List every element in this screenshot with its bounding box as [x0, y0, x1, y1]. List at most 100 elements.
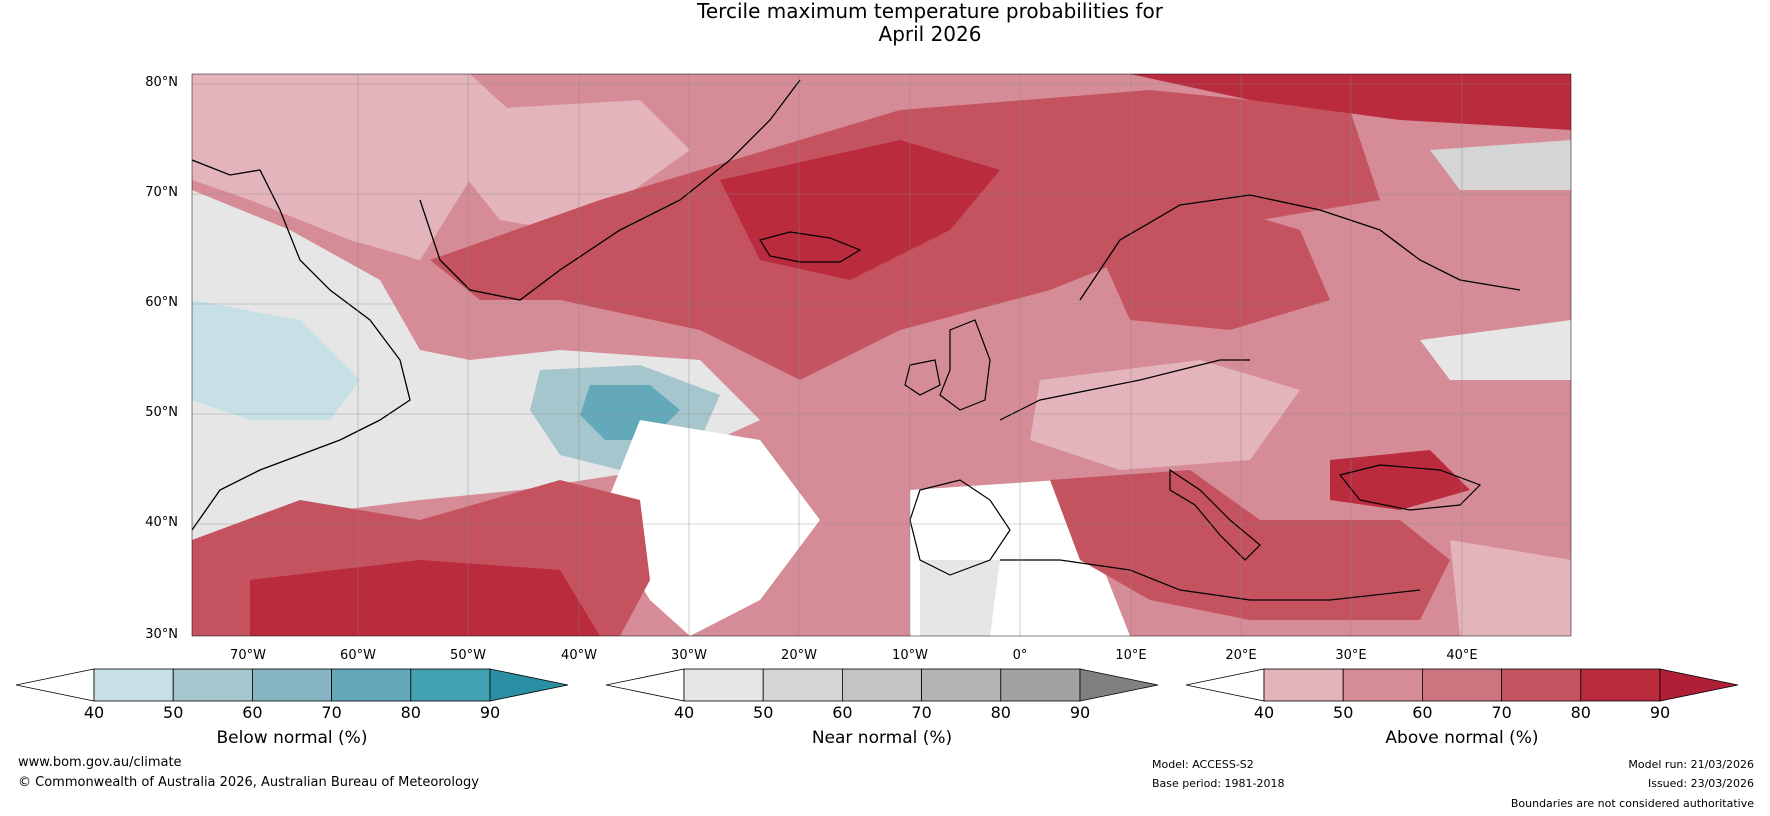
africa-grey-patch: [920, 560, 1000, 636]
above-90-atlantic-core: [720, 140, 1000, 280]
central-europe-light-region: [1030, 360, 1300, 470]
italy-coastline: [1169, 468, 1261, 561]
lon-label-60w: 60°W: [340, 648, 376, 663]
model-run-text: Model run: 21/03/2026: [1628, 758, 1754, 771]
near-colorbar-tick-label: 90: [1069, 703, 1091, 722]
graticule: [192, 74, 1571, 636]
above-colorbar-tick-label: 70: [1491, 703, 1512, 722]
below-colorbar-high-extension: [489, 668, 568, 702]
black-sea-coastline: [1338, 464, 1482, 511]
below-colorbar-tick-label: 90: [479, 703, 501, 722]
above-normal-label: Above normal (%): [1385, 728, 1539, 748]
lon-label-40e: 40°E: [1446, 648, 1478, 663]
near-colorbar-high-extension: [1079, 668, 1158, 702]
north-america-coastline: [192, 159, 411, 531]
lat-label-80n: 80°N: [145, 75, 178, 90]
below-50-labrador-region: [192, 300, 360, 420]
mediterranean-red-region: [1050, 470, 1450, 620]
above-colorbar-tick-label: 80: [1570, 703, 1591, 722]
no-dominant-tercile-region: [600, 420, 820, 636]
above-colorbar-segment: [1421, 668, 1502, 702]
greenland-light-region: [460, 100, 690, 230]
base-period-text: Base period: 1981-2018: [1152, 777, 1285, 790]
below-colorbar-segment: [172, 668, 253, 702]
above-50-region: [192, 74, 520, 260]
lon-label-20w: 20°W: [781, 648, 817, 663]
lon-label-30e: 30°E: [1335, 648, 1367, 663]
title-line-2: April 2026: [878, 22, 982, 46]
below-normal-label: Below normal (%): [216, 728, 368, 748]
lon-label-30w: 30°W: [671, 648, 707, 663]
above-colorbar-low-extension: [1186, 668, 1265, 702]
above-colorbar-high-extension: [1659, 668, 1738, 702]
ireland-coastline: [904, 359, 941, 396]
above-colorbar-tick-label: 60: [1412, 703, 1433, 722]
lat-label-60n: 60°N: [145, 295, 178, 310]
lat-label-40n: 40°N: [145, 515, 178, 530]
lon-label-50w: 50°W: [450, 648, 486, 663]
below-colorbar-segment: [331, 668, 412, 702]
above-colorbar-tick-label: 50: [1333, 703, 1354, 722]
iceland-coastline: [759, 231, 862, 263]
britain-coastline: [939, 319, 991, 411]
issued-text: Issued: 23/03/2026: [1647, 777, 1754, 790]
iberia-coastline: [909, 479, 1011, 576]
above-colorbar-tick-label: 90: [1649, 703, 1671, 722]
below-colorbar-tick-label: 80: [400, 703, 421, 722]
below-colorbar-tick-label: 40: [83, 703, 105, 722]
map-title: Tercile maximum temperature probabilitie…: [0, 0, 1770, 46]
lon-label-20e: 20°E: [1225, 648, 1257, 663]
above-normal-colorbar: [1186, 668, 1738, 702]
below-colorbar-tick-label: 70: [321, 703, 342, 722]
middle-east-light-region: [1450, 540, 1571, 636]
near-colorbar-segment: [841, 668, 922, 702]
north-africa-coastline: [1000, 559, 1421, 601]
near-colorbar-segment: [762, 668, 843, 702]
below-colorbar-low-extension: [16, 668, 95, 702]
near-colorbar-segment: [1000, 668, 1081, 702]
near-colorbar-tick-label: 70: [911, 703, 932, 722]
scandinavia-coastline: [1079, 194, 1521, 301]
lon-label-40w: 40°W: [561, 648, 597, 663]
above-colorbar-segment: [1580, 668, 1661, 702]
below-colorbar-tick-label: 60: [242, 703, 263, 722]
near-colorbar-tick-label: 50: [753, 703, 774, 722]
map-frame: [191, 73, 1572, 637]
model-text: Model: ACCESS-S2: [1152, 758, 1254, 771]
near-colorbar-tick-label: 40: [673, 703, 695, 722]
black-sea-red-region: [1330, 450, 1470, 510]
near-normal-label: Near normal (%): [811, 728, 953, 748]
lon-label-10w: 10°W: [892, 648, 928, 663]
above-colorbar-segment: [1501, 668, 1582, 702]
near-colorbar-low-extension: [606, 668, 685, 702]
scandinavia-red-region: [1090, 200, 1330, 330]
lat-label-50n: 50°N: [145, 405, 178, 420]
east-grey-patch: [1420, 320, 1571, 380]
lat-label-70n: 70°N: [145, 185, 178, 200]
below-colorbar-segment: [93, 668, 174, 702]
below-colorbar-tick-label: 50: [163, 703, 184, 722]
map-fields: [192, 74, 1571, 636]
below-colorbar-segment: [251, 668, 332, 702]
disclaimer-text: Boundaries are not considered authoritat…: [1510, 797, 1754, 810]
copyright-text: © Commonwealth of Australia 2026, Austra…: [18, 775, 479, 790]
near-colorbar-segment: [921, 668, 1002, 702]
above-colorbar-segment: [1263, 668, 1344, 702]
lon-label-10e: 10°E: [1115, 648, 1147, 663]
europe-north-coastline: [999, 359, 1250, 421]
near-colorbar-tick-label: 80: [990, 703, 1011, 722]
greenland-coastline: [419, 79, 801, 301]
website-link[interactable]: www.bom.gov.au/climate: [18, 755, 182, 770]
below-colorbar-segment: [410, 668, 491, 702]
lat-label-30n: 30°N: [145, 627, 178, 642]
title-line-1: Tercile maximum temperature probabilitie…: [697, 0, 1163, 23]
near-normal-colorbar: [606, 668, 1158, 702]
above-colorbar-tick-label: 40: [1253, 703, 1275, 722]
near-colorbar-segment: [683, 668, 764, 702]
lon-label-0: 0°: [1012, 648, 1028, 663]
lon-label-70w: 70°W: [230, 648, 266, 663]
above-90-arctic-region: [1130, 74, 1571, 130]
below-normal-colorbar: [16, 668, 568, 702]
arctic-grey-patch: [1430, 140, 1571, 190]
